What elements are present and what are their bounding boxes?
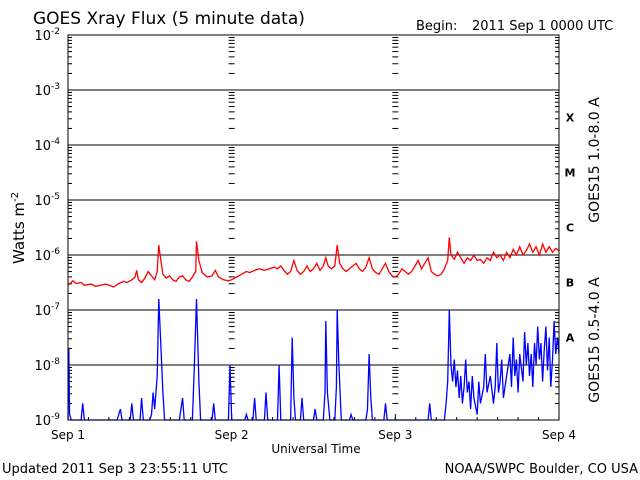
updated-timestamp: Updated 2011 Sep 3 23:55:11 UTC xyxy=(2,462,228,477)
y-tick-label-base: 10 xyxy=(34,84,51,99)
begin-value: 2011 Sep 1 0000 UTC xyxy=(472,19,613,34)
flare-class-labels: A B C M X xyxy=(565,112,576,345)
x-axis-ticks: Sep 1 Sep 2 Sep 3 Sep 4 xyxy=(51,414,576,442)
y-tick-label-exponent: -7 xyxy=(51,302,60,312)
y-tick-label: 10-7 xyxy=(34,302,60,319)
y-tick-label: 10-2 xyxy=(34,27,60,44)
plot-frame xyxy=(67,34,560,421)
y-tick-label-base: 10 xyxy=(34,414,51,429)
y-axis-label: Watts m-2 xyxy=(10,192,28,264)
y-tick-label-base: 10 xyxy=(34,194,51,209)
y-tick-label: 10-9 xyxy=(34,412,60,429)
y-tick-label-exponent: -4 xyxy=(51,137,60,147)
flare-class-label: M xyxy=(565,167,576,180)
y-axis-label-text: Watts m xyxy=(10,202,28,264)
plot-grid xyxy=(68,37,559,421)
begin-label: Begin: xyxy=(416,19,457,34)
y-tick-label-exponent: -6 xyxy=(51,247,60,257)
flare-class-label: X xyxy=(566,112,575,125)
y-tick-label-base: 10 xyxy=(34,139,51,154)
svg-text:Watts m-2: Watts m-2 xyxy=(10,192,28,264)
y-tick-label-exponent: -9 xyxy=(51,412,60,422)
y-tick-label-exponent: -5 xyxy=(51,192,60,202)
legend-goes15-short: GOES15 0.5-4.0 A xyxy=(587,277,603,403)
y-tick-label: 10-3 xyxy=(34,82,60,99)
flare-class-label: B xyxy=(566,277,574,290)
series-goes15-short xyxy=(67,298,560,421)
y-axis-label-exponent: -2 xyxy=(10,192,21,202)
series-lines xyxy=(67,237,560,421)
y-tick-label-exponent: -2 xyxy=(51,27,60,37)
series-goes15-long xyxy=(67,237,560,288)
x-tick-label: Sep 3 xyxy=(378,428,412,442)
y-tick-label-exponent: -8 xyxy=(51,357,60,367)
flare-class-label: C xyxy=(566,222,574,235)
y-tick-label-base: 10 xyxy=(34,359,51,374)
y-tick-label-base: 10 xyxy=(34,249,51,264)
credit-label: NOAA/SWPC Boulder, CO USA xyxy=(445,462,638,477)
y-tick-label: 10-4 xyxy=(34,137,60,154)
chart-title: GOES Xray Flux (5 minute data) xyxy=(33,9,305,29)
x-tick-label: Sep 2 xyxy=(215,428,249,442)
y-tick-label: 10-5 xyxy=(34,192,60,209)
legend-goes15-long: GOES15 1.0-8.0 A xyxy=(587,97,603,223)
y-axis-ticks: 10-910-810-710-610-510-410-310-2 xyxy=(34,27,559,429)
y-tick-label-base: 10 xyxy=(34,304,51,319)
x-axis-label: Universal Time xyxy=(271,442,360,456)
y-tick-label-base: 10 xyxy=(34,29,51,44)
y-tick-label-exponent: -3 xyxy=(51,82,60,92)
x-tick-label: Sep 4 xyxy=(542,428,576,442)
y-tick-label: 10-8 xyxy=(34,357,60,374)
x-tick-label: Sep 1 xyxy=(51,428,85,442)
flare-class-label: A xyxy=(566,332,575,345)
y-tick-label: 10-6 xyxy=(34,247,60,264)
